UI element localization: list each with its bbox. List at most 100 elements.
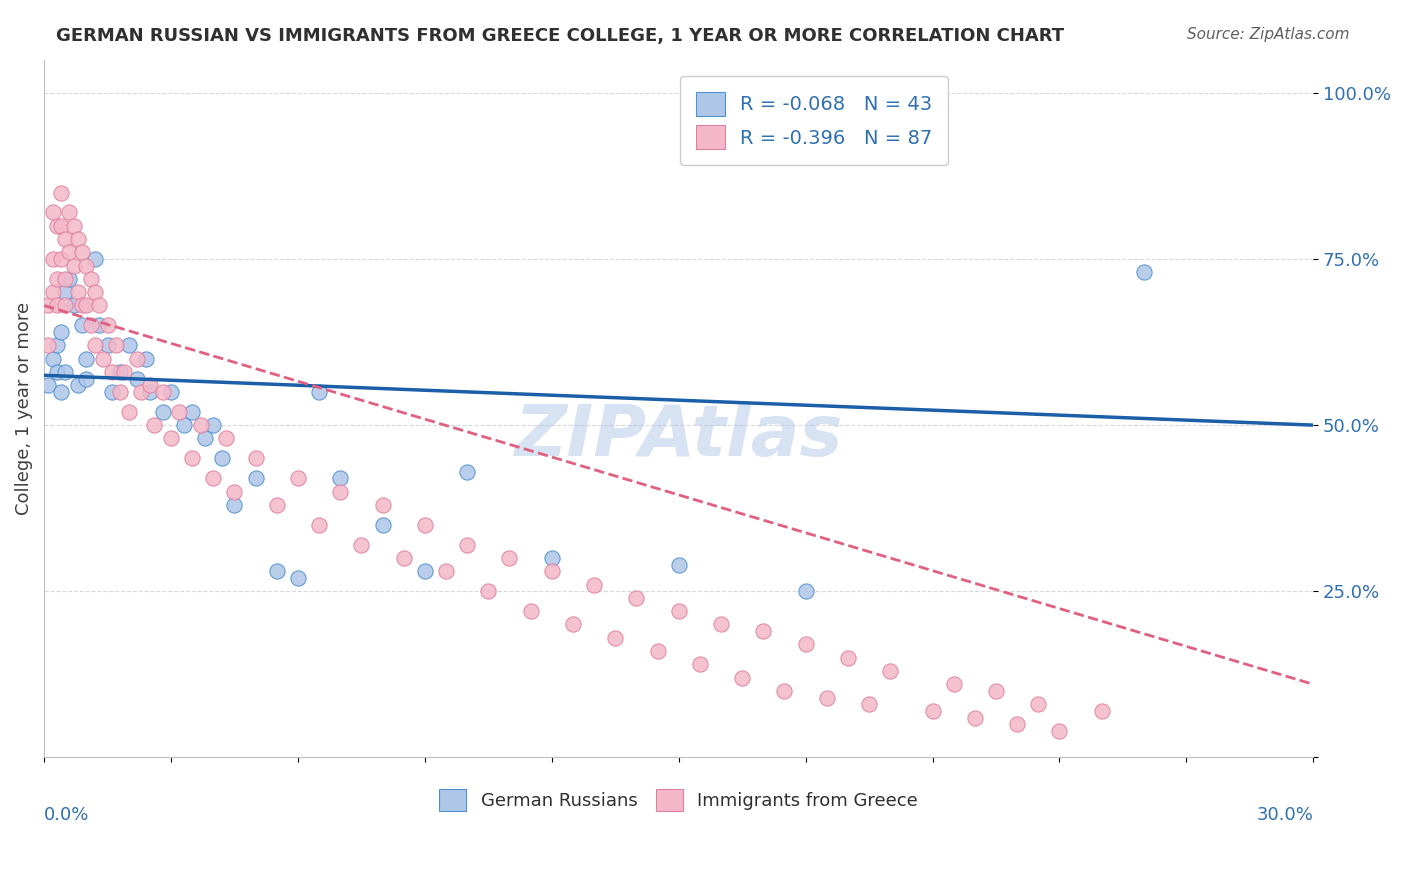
Point xyxy=(58,272,80,286)
Point xyxy=(1091,704,1114,718)
Point xyxy=(329,471,352,485)
Point xyxy=(66,285,89,300)
Point xyxy=(921,704,943,718)
Point xyxy=(392,551,415,566)
Point xyxy=(266,564,288,578)
Point xyxy=(37,338,59,352)
Point xyxy=(190,418,212,433)
Point xyxy=(41,205,63,219)
Point xyxy=(75,371,97,385)
Point xyxy=(45,219,67,233)
Point xyxy=(70,298,93,312)
Point xyxy=(626,591,648,605)
Point xyxy=(49,252,72,266)
Point xyxy=(169,405,191,419)
Point xyxy=(37,298,59,312)
Y-axis label: College, 1 year or more: College, 1 year or more xyxy=(15,301,32,515)
Point xyxy=(1049,723,1071,738)
Point xyxy=(45,338,67,352)
Point xyxy=(62,259,84,273)
Point xyxy=(519,604,541,618)
Point xyxy=(75,298,97,312)
Point xyxy=(105,338,128,352)
Point xyxy=(215,431,238,445)
Point xyxy=(53,298,76,312)
Point xyxy=(498,551,520,566)
Point xyxy=(118,338,141,352)
Point xyxy=(131,384,153,399)
Point xyxy=(58,205,80,219)
Point xyxy=(49,384,72,399)
Text: GERMAN RUSSIAN VS IMMIGRANTS FROM GREECE COLLEGE, 1 YEAR OR MORE CORRELATION CHA: GERMAN RUSSIAN VS IMMIGRANTS FROM GREECE… xyxy=(56,27,1064,45)
Point xyxy=(143,418,166,433)
Point xyxy=(245,471,267,485)
Point xyxy=(963,710,986,724)
Point xyxy=(114,365,136,379)
Point xyxy=(181,451,204,466)
Point xyxy=(49,186,72,200)
Point xyxy=(87,298,110,312)
Legend: German Russians, Immigrants from Greece: German Russians, Immigrants from Greece xyxy=(432,781,925,818)
Point xyxy=(160,431,183,445)
Point xyxy=(413,517,436,532)
Point xyxy=(794,584,817,599)
Point xyxy=(202,471,225,485)
Point xyxy=(194,431,217,445)
Point xyxy=(413,564,436,578)
Point xyxy=(49,325,72,339)
Point xyxy=(173,418,195,433)
Point xyxy=(101,384,124,399)
Point xyxy=(858,698,880,712)
Point xyxy=(79,272,101,286)
Text: Source: ZipAtlas.com: Source: ZipAtlas.com xyxy=(1187,27,1350,42)
Point xyxy=(152,405,174,419)
Point xyxy=(41,285,63,300)
Point xyxy=(1133,265,1156,279)
Point xyxy=(942,677,965,691)
Point xyxy=(266,498,288,512)
Point xyxy=(87,318,110,333)
Point xyxy=(477,584,499,599)
Text: ZIPAtlas: ZIPAtlas xyxy=(515,402,844,471)
Point xyxy=(139,384,162,399)
Point xyxy=(118,405,141,419)
Point xyxy=(75,351,97,366)
Point xyxy=(37,378,59,392)
Point xyxy=(456,538,478,552)
Point xyxy=(434,564,457,578)
Point xyxy=(540,551,562,566)
Point xyxy=(62,219,84,233)
Point xyxy=(139,378,162,392)
Point xyxy=(668,558,690,572)
Point xyxy=(101,365,124,379)
Text: 30.0%: 30.0% xyxy=(1257,806,1313,824)
Point xyxy=(66,232,89,246)
Point xyxy=(66,378,89,392)
Point xyxy=(135,351,157,366)
Point xyxy=(583,577,606,591)
Point xyxy=(53,232,76,246)
Point xyxy=(127,351,149,366)
Point xyxy=(668,604,690,618)
Point xyxy=(371,517,394,532)
Point xyxy=(689,657,711,672)
Point xyxy=(152,384,174,399)
Point xyxy=(45,298,67,312)
Point xyxy=(45,365,67,379)
Point xyxy=(110,384,132,399)
Point xyxy=(245,451,267,466)
Point xyxy=(308,517,330,532)
Point xyxy=(540,564,562,578)
Point xyxy=(83,252,105,266)
Point xyxy=(41,351,63,366)
Point xyxy=(83,338,105,352)
Point xyxy=(308,384,330,399)
Point xyxy=(62,298,84,312)
Point xyxy=(91,351,114,366)
Point xyxy=(287,571,309,585)
Point xyxy=(329,484,352,499)
Point xyxy=(53,365,76,379)
Point xyxy=(45,272,67,286)
Point xyxy=(181,405,204,419)
Point xyxy=(58,245,80,260)
